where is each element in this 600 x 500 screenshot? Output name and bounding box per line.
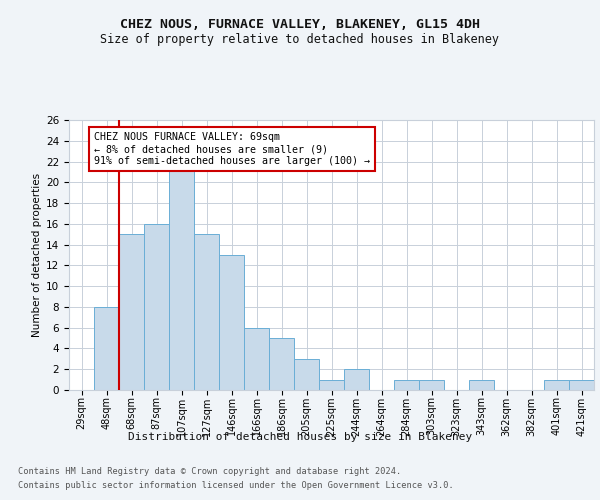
Bar bbox=[469, 380, 494, 390]
Bar bbox=[169, 162, 194, 390]
Bar bbox=[269, 338, 294, 390]
Bar bbox=[344, 369, 369, 390]
Bar bbox=[244, 328, 269, 390]
Text: CHEZ NOUS FURNACE VALLEY: 69sqm
← 8% of detached houses are smaller (9)
91% of s: CHEZ NOUS FURNACE VALLEY: 69sqm ← 8% of … bbox=[94, 132, 370, 166]
Bar bbox=[219, 255, 244, 390]
Bar bbox=[394, 380, 419, 390]
Text: Distribution of detached houses by size in Blakeney: Distribution of detached houses by size … bbox=[128, 432, 472, 442]
Bar bbox=[94, 307, 119, 390]
Bar bbox=[194, 234, 219, 390]
Text: Contains public sector information licensed under the Open Government Licence v3: Contains public sector information licen… bbox=[18, 480, 454, 490]
Bar bbox=[419, 380, 444, 390]
Bar bbox=[144, 224, 169, 390]
Bar bbox=[544, 380, 569, 390]
Text: Contains HM Land Registry data © Crown copyright and database right 2024.: Contains HM Land Registry data © Crown c… bbox=[18, 466, 401, 475]
Y-axis label: Number of detached properties: Number of detached properties bbox=[32, 173, 42, 337]
Text: CHEZ NOUS, FURNACE VALLEY, BLAKENEY, GL15 4DH: CHEZ NOUS, FURNACE VALLEY, BLAKENEY, GL1… bbox=[120, 18, 480, 30]
Bar bbox=[319, 380, 344, 390]
Bar bbox=[294, 359, 319, 390]
Bar bbox=[119, 234, 144, 390]
Text: Size of property relative to detached houses in Blakeney: Size of property relative to detached ho… bbox=[101, 32, 499, 46]
Bar bbox=[569, 380, 594, 390]
